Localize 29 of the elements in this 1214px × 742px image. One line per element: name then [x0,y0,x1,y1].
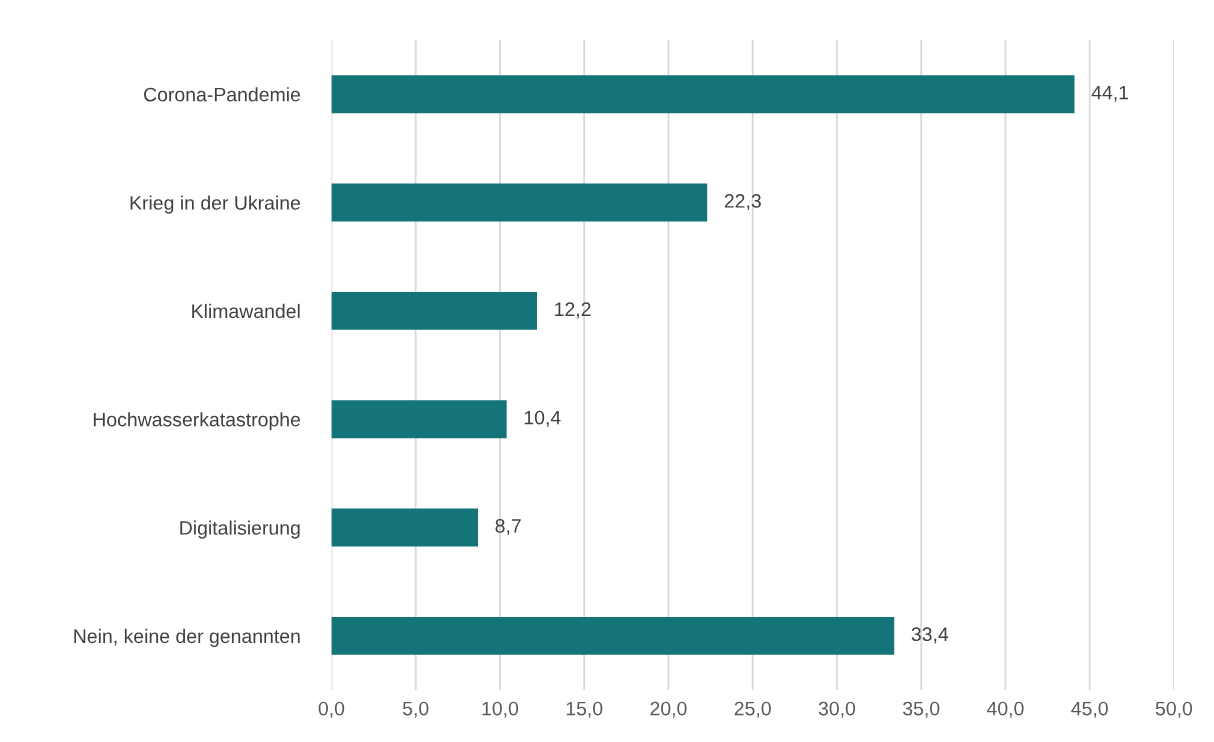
data-label: 33,4 [911,627,949,644]
x-tick-label: 30,0 [818,701,856,718]
data-label: 22,3 [724,194,761,211]
data-label: 10,4 [524,410,561,427]
x-tick-label: 50,0 [1155,701,1193,718]
y-tick-label: Klimawandel [192,303,300,319]
y-tick-label: Digitalisierung [180,520,300,539]
bar [331,400,507,439]
bar [331,183,708,222]
x-tick-label: 20,0 [650,701,687,718]
bar [331,616,895,655]
y-tick-label: Hochwasserkatastrophe [93,412,301,431]
x-tick-label: 15,0 [566,701,603,718]
y-tick-label: Krieg in der Ukraine [130,195,301,214]
x-tick-label: 45,0 [1071,701,1108,718]
data-label: 44,1 [1091,85,1129,102]
data-label: 8,7 [495,519,521,536]
bar [331,508,479,547]
y-tick-label: Corona-Pandemie [144,87,301,102]
x-tick-label: 25,0 [734,701,771,718]
x-tick-label: 5,0 [402,701,429,718]
data-label: 12,2 [555,302,591,319]
bar [331,75,1075,114]
bar [331,291,537,330]
y-tick-label: Nein, keine der genannten [74,628,300,647]
x-tick-label: 40,0 [986,701,1024,718]
x-tick-label: 35,0 [903,701,940,718]
x-tick-label: 10,0 [482,701,519,718]
x-tick-label: 0,0 [318,701,345,718]
